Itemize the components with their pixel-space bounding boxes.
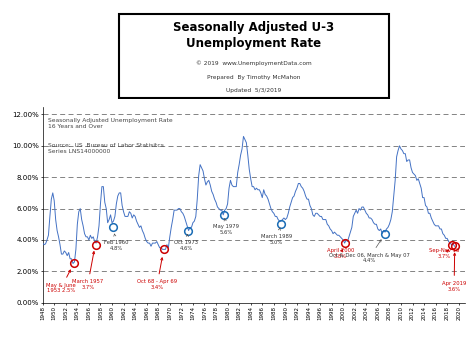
Text: March 1989
5.0%: March 1989 5.0% (261, 228, 292, 245)
Text: May & June
1953 2.5%: May & June 1953 2.5% (46, 270, 76, 293)
Text: Seasonally Adjusted Unemployment Rate
16 Years and Over: Seasonally Adjusted Unemployment Rate 16… (48, 118, 173, 129)
Text: © 2019  www.UnemploymentData.com: © 2019 www.UnemploymentData.com (196, 60, 311, 66)
Text: Updated  5/3/2019: Updated 5/3/2019 (226, 88, 281, 93)
Text: Feb 1960
4.8%: Feb 1960 4.8% (104, 234, 129, 251)
Text: Oct 68 - Apr 69
3.4%: Oct 68 - Apr 69 3.4% (137, 258, 177, 290)
Text: Oct 1973
4.6%: Oct 1973 4.6% (174, 234, 198, 251)
Text: Oct & Dec 06, March & May 07
4.4%: Oct & Dec 06, March & May 07 4.4% (329, 240, 410, 264)
Text: Source:  US  Bureau of Labor Statisitcs
Series LNS14000000: Source: US Bureau of Labor Statisitcs Se… (48, 143, 164, 154)
Text: Prepared  By Timothy McMahon: Prepared By Timothy McMahon (207, 75, 300, 79)
Text: Sep-Nov 18
3.7%: Sep-Nov 18 3.7% (429, 248, 459, 259)
FancyBboxPatch shape (118, 14, 389, 98)
Text: Apr 2019
3.6%: Apr 2019 3.6% (442, 253, 466, 292)
Text: May 1979
5.6%: May 1979 5.6% (213, 219, 239, 235)
Text: March 1957
3.7%: March 1957 3.7% (72, 251, 103, 290)
Text: Seasonally Adjusted U-3
Unemployment Rate: Seasonally Adjusted U-3 Unemployment Rat… (173, 21, 334, 50)
Text: April 2000
3.8%: April 2000 3.8% (327, 248, 354, 259)
